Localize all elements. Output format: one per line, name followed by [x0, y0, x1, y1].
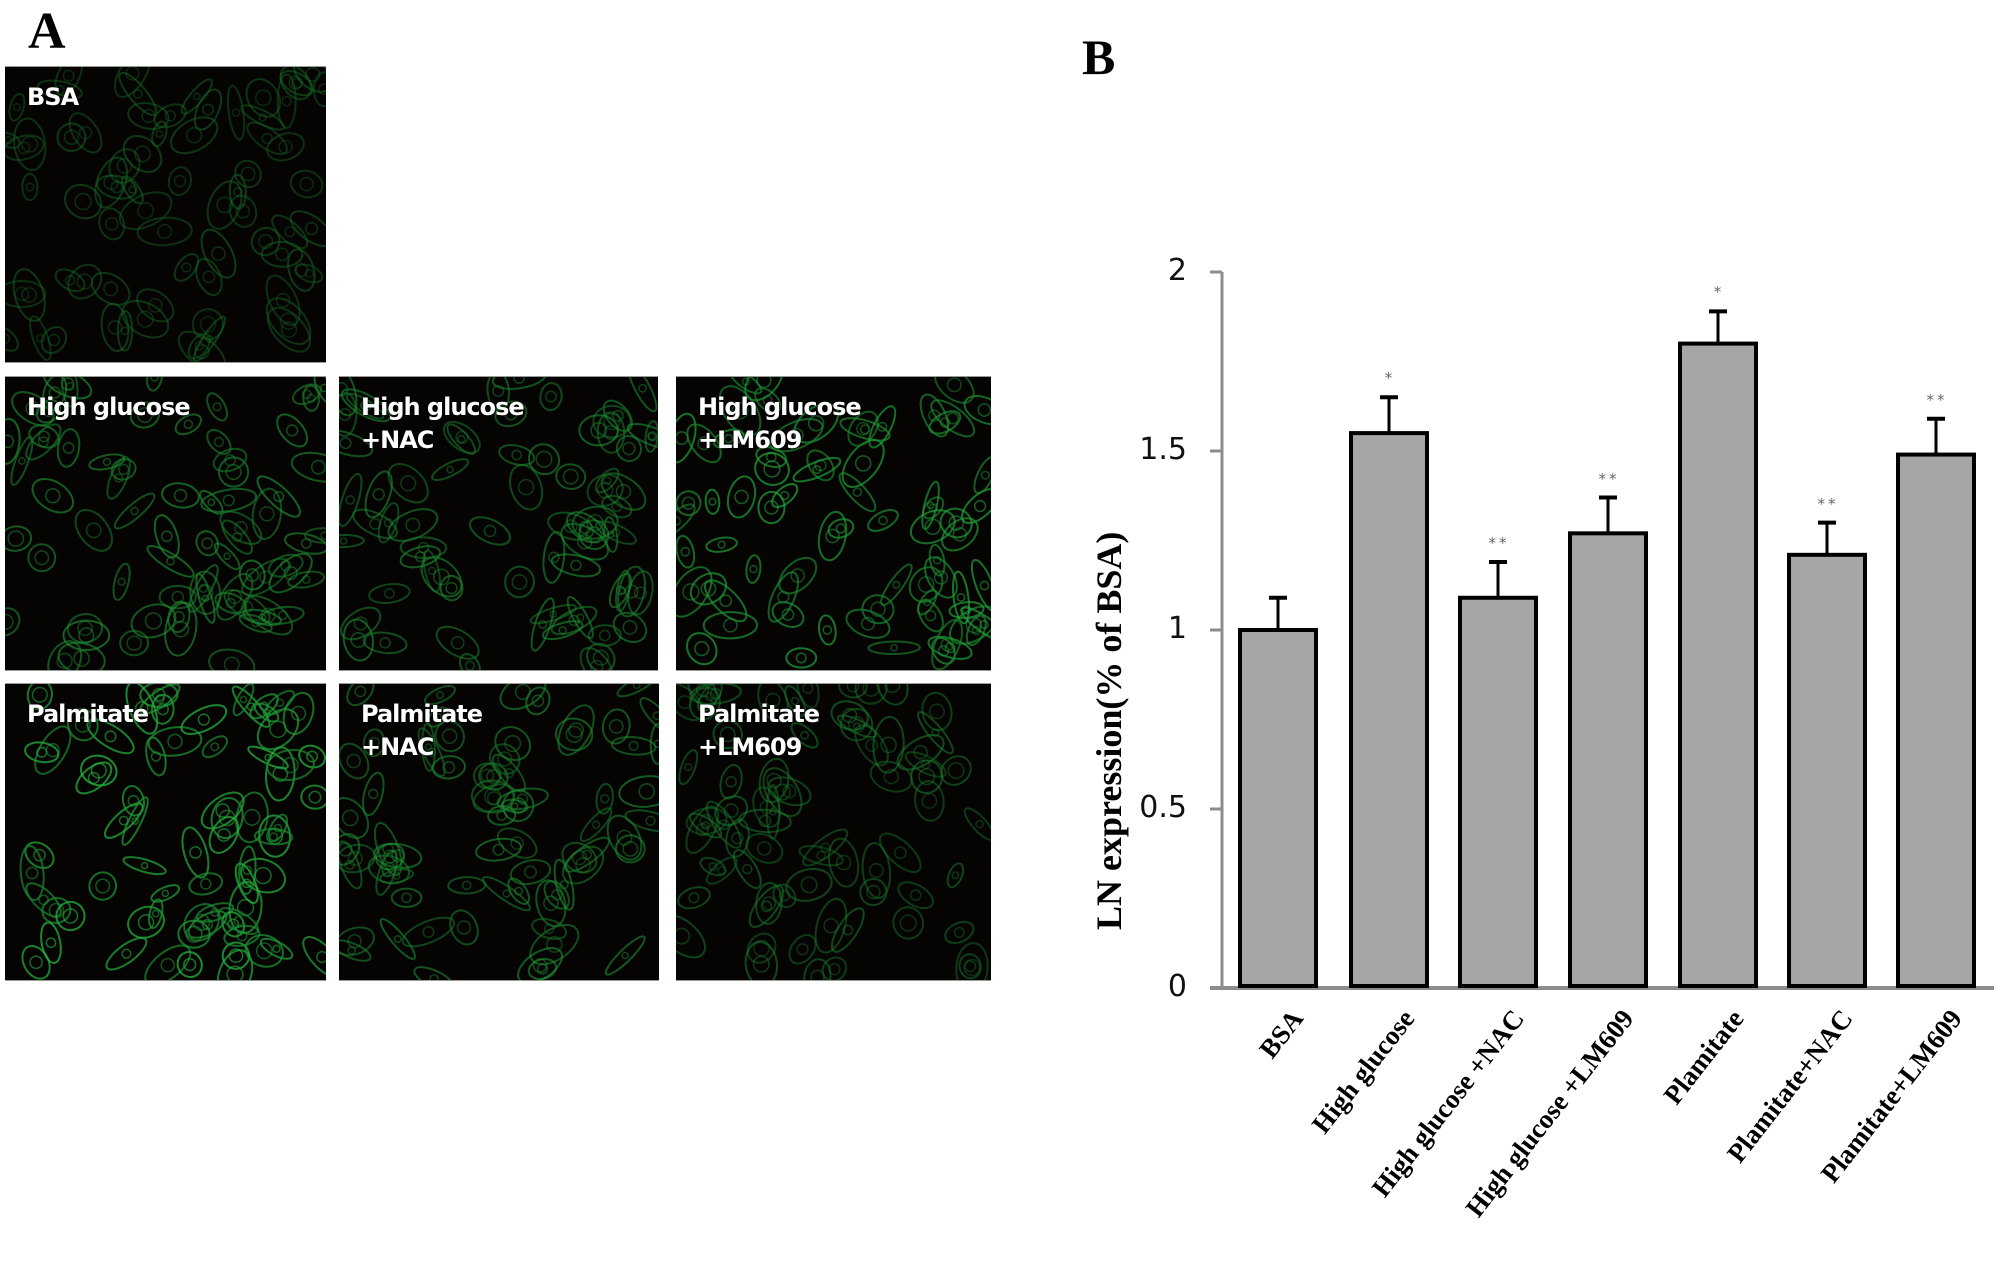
- image-label: Palmitate +NAC: [361, 700, 483, 761]
- significance-marker: **: [1488, 533, 1510, 552]
- fluorescence-image: Palmitate +NAC: [339, 683, 659, 981]
- y-tick-label: 0.5: [1139, 790, 1187, 825]
- significance-marker: **: [1817, 494, 1839, 513]
- bar: [1896, 452, 1976, 988]
- y-axis-label: LN expression(% of BSA): [1089, 531, 1129, 930]
- y-tick-label: 2: [1167, 253, 1187, 288]
- image-label: High glucose: [27, 393, 191, 421]
- significance-marker: *: [1713, 283, 1725, 302]
- fluorescence-image: Palmitate: [5, 683, 326, 981]
- significance-marker: *: [1384, 369, 1396, 388]
- cell-pattern: [339, 684, 659, 980]
- image-label: Palmitate +LM609: [698, 700, 820, 761]
- bar: [1349, 431, 1429, 989]
- fluorescence-image: BSA: [5, 66, 326, 363]
- cell-pattern: [676, 377, 991, 670]
- panel-a-letter: A: [28, 3, 66, 60]
- fluorescence-image: Palmitate +LM609: [676, 683, 991, 981]
- bar: [1678, 341, 1758, 989]
- image-label: BSA: [27, 83, 79, 111]
- fluorescence-image: High glucose +LM609: [676, 376, 991, 671]
- bar: [1238, 628, 1318, 988]
- image-label: High glucose +LM609: [698, 393, 862, 454]
- y-tick-label: 0: [1167, 969, 1187, 1004]
- cell-pattern: [676, 684, 991, 980]
- cell-pattern: [19, 684, 326, 980]
- image-label: Palmitate: [27, 700, 149, 728]
- significance-marker: **: [1926, 390, 1948, 409]
- cell-pattern: [339, 377, 658, 670]
- y-tick-label: 1: [1167, 611, 1187, 646]
- y-tick-label: 1.5: [1139, 432, 1187, 467]
- image-label: High glucose +NAC: [361, 393, 525, 454]
- fluorescence-image: High glucose +NAC: [339, 376, 658, 671]
- cell-pattern: [5, 377, 326, 670]
- cell-pattern: [5, 67, 326, 362]
- bar: [1458, 595, 1538, 989]
- fluorescence-image: High glucose: [5, 376, 326, 671]
- significance-marker: **: [1598, 469, 1620, 488]
- bar: [1568, 531, 1648, 989]
- panel-b-letter: B: [1082, 29, 1116, 85]
- bar: [1787, 552, 1867, 988]
